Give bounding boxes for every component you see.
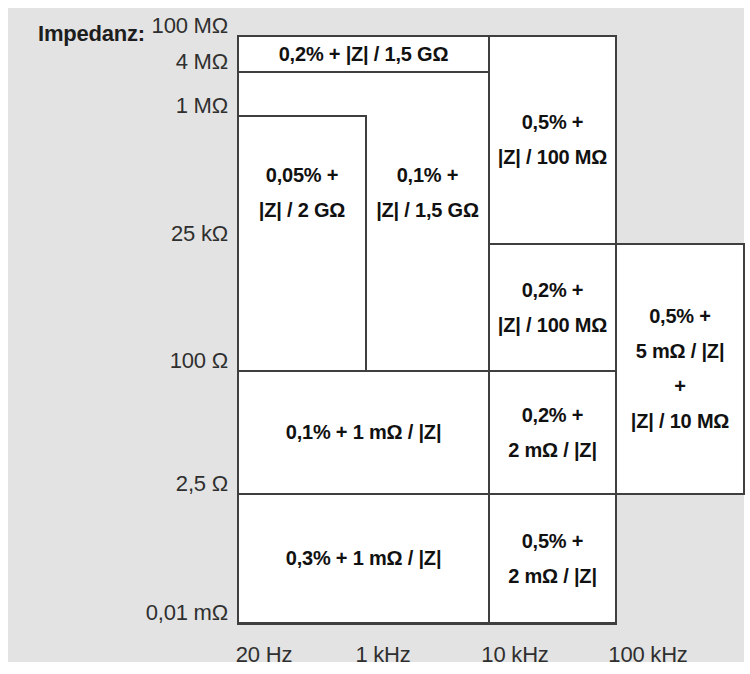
y-tick-100ohm: 100 Ω	[48, 348, 228, 374]
x-tick-1khz: 1 kHz	[313, 642, 453, 668]
region-0p1-1mohm: 0,1% + 1 mΩ / |Z|	[237, 370, 490, 495]
region-0p3-1mohm: 0,3% + 1 mΩ / |Z|	[237, 493, 490, 624]
boundary-line-1khz	[365, 115, 367, 372]
region-0p2-100mohm: 0,2% + |Z| / 100 MΩ	[488, 243, 617, 372]
y-tick-4mohm: 4 MΩ	[48, 49, 228, 75]
y-tick-0-01mohm: 0,01 mΩ	[48, 600, 228, 626]
region-0p5-5mohm: 0,5% + 5 mΩ / |Z| + |Z| / 10 MΩ	[615, 243, 745, 495]
chart-panel: 0,2% + |Z| / 1,5 GΩ 0,5% + |Z| / 100 MΩ …	[8, 8, 744, 662]
region-0p1-1p5gohm: 0,1% + |Z| / 1,5 GΩ	[365, 155, 490, 231]
x-tick-10khz: 10 kHz	[445, 642, 585, 668]
boundary-line-1mohm	[237, 115, 367, 117]
region-0p5-2mohm: 0,5% + 2 mΩ / |Z|	[488, 493, 617, 624]
region-0p2-1p5gohm: 0,2% + |Z| / 1,5 GΩ	[237, 35, 490, 73]
y-tick-1mohm: 1 MΩ	[48, 93, 228, 119]
region-0p5-100mohm: 0,5% + |Z| / 100 MΩ	[488, 35, 617, 245]
y-tick-25kohm: 25 kΩ	[48, 221, 228, 247]
region-0p05-2gohm: 0,05% + |Z| / 2 GΩ	[237, 155, 367, 231]
x-tick-100khz: 100 kHz	[578, 642, 718, 668]
y-tick-2-5ohm: 2,5 Ω	[48, 471, 228, 497]
region-0p2-2mohm: 0,2% + 2 mΩ / |Z|	[488, 370, 617, 495]
y-tick-100mohm: 100 MΩ	[48, 13, 228, 39]
